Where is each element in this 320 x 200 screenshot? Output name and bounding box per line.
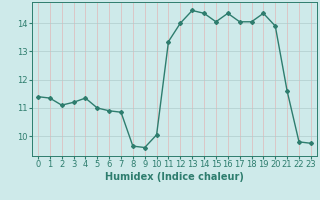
- X-axis label: Humidex (Indice chaleur): Humidex (Indice chaleur): [105, 172, 244, 182]
